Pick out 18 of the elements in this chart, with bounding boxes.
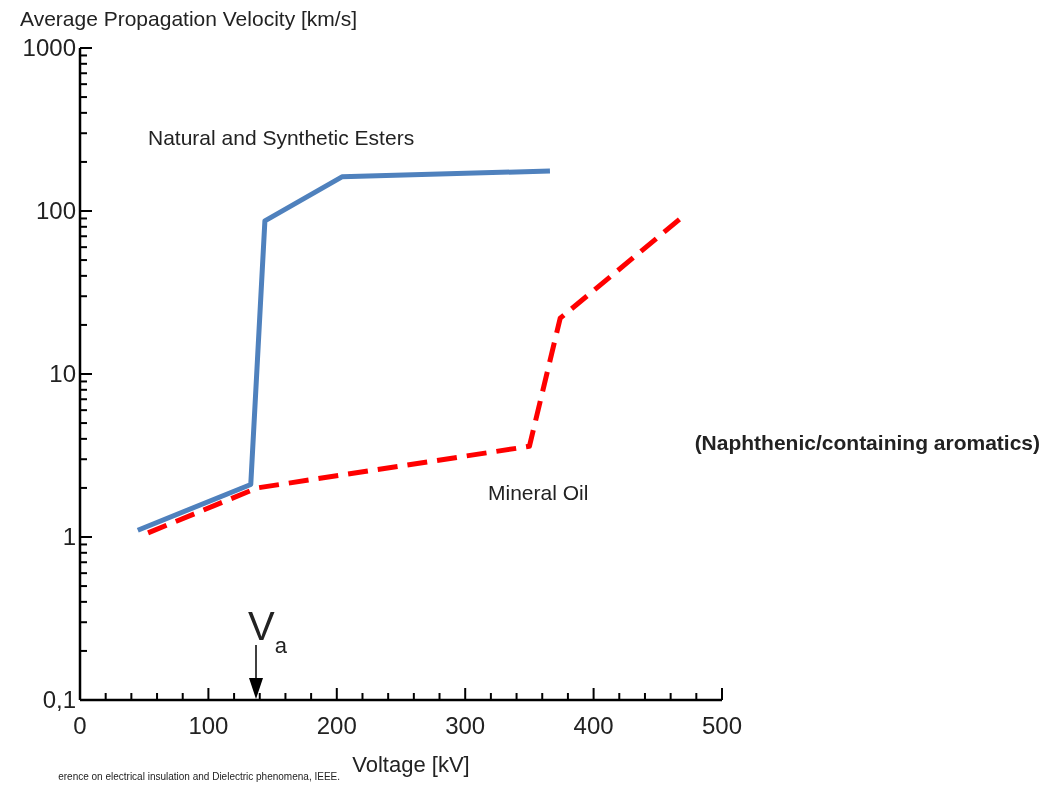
y-tick-label: 1000 — [22, 34, 76, 62]
y-axis-title: Average Propagation Velocity [km/s] — [20, 7, 357, 30]
x-tick-label: 0 — [73, 712, 87, 739]
y-tick-label: 0,1 — [42, 686, 76, 714]
y-tick-label: 1 — [62, 523, 76, 551]
text: erence on electrical insulation and Dielectric phenomena, IEEE. — [58, 771, 340, 782]
y-tick-label: 10 — [49, 360, 76, 388]
x-tick-label: 300 — [445, 712, 486, 739]
x-tick-label: 200 — [316, 712, 357, 739]
x-tick-label: 100 — [188, 712, 229, 739]
annotation: (Naphthenic/containing aromatics) — [694, 431, 1040, 454]
x-axis-title: Voltage [kV] — [352, 752, 470, 777]
x-tick-label: 500 — [701, 712, 743, 739]
annotation: V$_{a}$ — [248, 604, 288, 659]
x-tick-label: 400 — [573, 712, 614, 739]
series-label: Mineral Oil — [488, 481, 589, 504]
y-tick-label: 100 — [35, 197, 76, 225]
series-label: Natural and Synthetic Esters — [148, 126, 415, 149]
